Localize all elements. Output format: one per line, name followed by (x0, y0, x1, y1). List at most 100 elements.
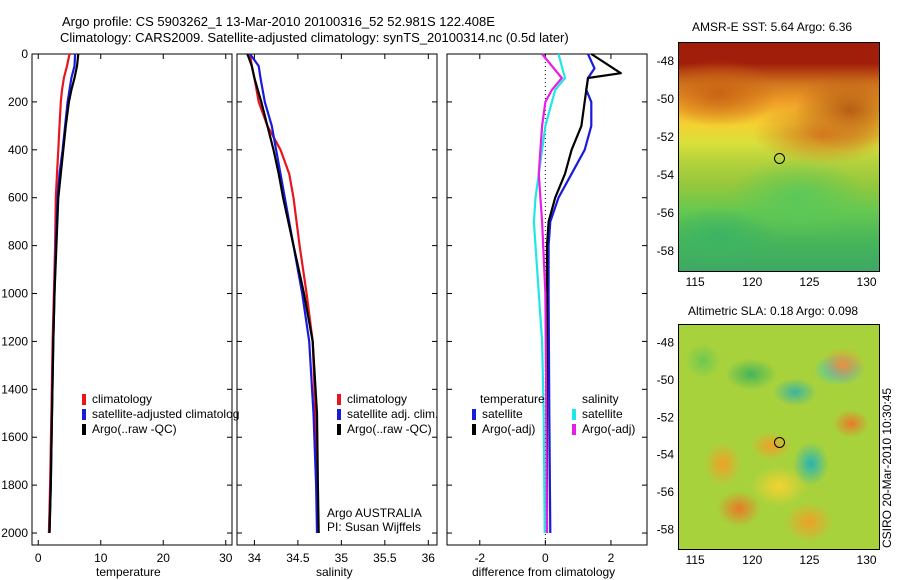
legend-label: Argo(-adj) (582, 422, 636, 436)
map-y-tick-label: -54 (657, 168, 675, 182)
map-y-tick-label: -56 (657, 485, 675, 499)
legend-swatch (82, 409, 86, 420)
y-tick-label: 400 (8, 143, 28, 157)
legend-item: satellite (470, 407, 545, 422)
map-y-tick-label: -56 (657, 206, 675, 220)
legend-label: climatology (347, 392, 408, 406)
y-tick-label: 0 (21, 47, 28, 61)
y-tick-label: 800 (8, 239, 28, 253)
sla-map (678, 324, 880, 550)
legend-item: climatology (335, 392, 438, 407)
y-tick-label: 600 (8, 191, 28, 205)
legend-item: Argo(-adj) (470, 422, 545, 437)
legend-label: Argo(-adj) (482, 422, 536, 436)
pi-note: PI: Susan Wijffels (327, 520, 421, 534)
legend-swatch (572, 424, 576, 435)
legend-item: satellite (570, 407, 635, 422)
difference-series-3 (537, 53, 563, 534)
legend-label: Argo(..raw -QC) (347, 422, 432, 436)
argo-australia-note: Argo AUSTRALIA (327, 506, 422, 520)
temperature-legend: climatology satellite-adjusted climatolo… (80, 392, 239, 437)
legend-label: satellite (482, 407, 523, 421)
x-tick-label: 30 (219, 551, 233, 565)
map-y-tick-label: -58 (657, 244, 675, 258)
y-tick-label: 2000 (1, 526, 28, 540)
salinity-xlabel: salinity (316, 565, 353, 579)
legend-swatch (82, 394, 86, 405)
x-tick-label: 34.5 (286, 551, 310, 565)
temperature-frame (31, 53, 233, 546)
x-tick-label: 35 (335, 551, 349, 565)
legend-label: satellite (582, 407, 623, 421)
legend-group-title: temperature (480, 392, 545, 406)
figure-title-line1: Argo profile: CS 5903262_1 13-Mar-2010 2… (62, 14, 495, 29)
map-y-tick-label: -50 (657, 92, 675, 106)
map-y-tick-label: -54 (657, 448, 675, 462)
legend-group-title: salinity (582, 392, 619, 406)
salinity-series-0 (248, 53, 319, 534)
sla-map-title: Altimetric SLA: 0.18 Argo: 0.098 (688, 304, 859, 318)
x-tick-label: 34 (248, 551, 262, 565)
x-tick-label: 35.5 (373, 551, 397, 565)
y-tick-label: 1200 (1, 334, 28, 348)
map-x-tick-label: 120 (742, 275, 762, 289)
salinity-legend: climatology satellite adj. clim. Argo(..… (335, 392, 438, 437)
sst-map-title: AMSR-E SST: 5.64 Argo: 6.36 (692, 20, 853, 34)
legend-swatch (337, 424, 341, 435)
map-x-tick-label: 115 (686, 275, 705, 289)
x-tick-label: 10 (94, 551, 108, 565)
y-tick-label: 200 (8, 95, 28, 109)
map-x-tick-label: 125 (799, 275, 819, 289)
legend-label: Argo(..raw -QC) (92, 422, 177, 436)
map-y-tick-label: -48 (657, 54, 675, 68)
map-y-tick-label: -50 (657, 373, 675, 387)
map-y-tick-label: -58 (657, 522, 675, 536)
difference-legend: temperature satellite Argo(-adj) (470, 392, 545, 437)
x-tick-label: 36 (422, 551, 436, 565)
x-tick-label: 0 (542, 551, 549, 565)
difference-legend-salinity: salinity satellite Argo(-adj) (570, 392, 635, 437)
legend-swatch (472, 409, 476, 420)
legend-item: satellite-adjusted climatolog (80, 407, 239, 422)
x-tick-label: 20 (157, 551, 171, 565)
legend-swatch (472, 424, 476, 435)
legend-label: climatology (92, 392, 153, 406)
legend-item: Argo(..raw -QC) (335, 422, 438, 437)
map-x-tick-label: 120 (742, 553, 762, 567)
salinity-series-1 (249, 53, 319, 534)
map-x-tick-label: 130 (857, 275, 877, 289)
map-x-tick-label: 125 (799, 553, 819, 567)
legend-label: satellite-adjusted climatolog (92, 407, 240, 421)
map-x-tick-label: 130 (857, 553, 877, 567)
map-y-tick-label: -52 (657, 410, 675, 424)
y-tick-label: 1400 (1, 382, 28, 396)
legend-swatch (82, 424, 86, 435)
y-tick-label: 1000 (1, 287, 28, 301)
difference-series-1 (545, 53, 622, 533)
temperature-series-2 (48, 53, 80, 534)
legend-swatch (337, 394, 341, 405)
legend-label: satellite adj. clim. (347, 407, 439, 421)
legend-swatch (337, 409, 341, 420)
x-tick-label: 2 (608, 551, 615, 565)
argo-location-marker (774, 437, 785, 448)
legend-item: satellite adj. clim. (335, 407, 438, 422)
argo-location-marker (774, 153, 785, 164)
difference-series-0 (547, 53, 596, 534)
temperature-xlabel: temperature (96, 565, 161, 579)
figure-title-line2: Climatology: CARS2009. Satellite-adjuste… (60, 30, 569, 45)
legend-item: climatology (80, 392, 239, 407)
sst-map (678, 42, 880, 272)
difference-frame (446, 53, 648, 546)
legend-item: Argo(..raw -QC) (80, 422, 239, 437)
y-tick-label: 1800 (1, 478, 28, 492)
legend-item: Argo(-adj) (570, 422, 635, 437)
csiro-timestamp: CSIRO 20-Mar-2010 10:30:45 (880, 387, 894, 548)
map-x-tick-label: 115 (686, 553, 705, 567)
salinity-frame (236, 53, 438, 546)
difference-xlabel: difference from climatology (472, 565, 616, 579)
x-tick-label: 0 (35, 551, 42, 565)
difference-series-2 (532, 53, 567, 534)
map-y-tick-label: -48 (657, 336, 675, 350)
